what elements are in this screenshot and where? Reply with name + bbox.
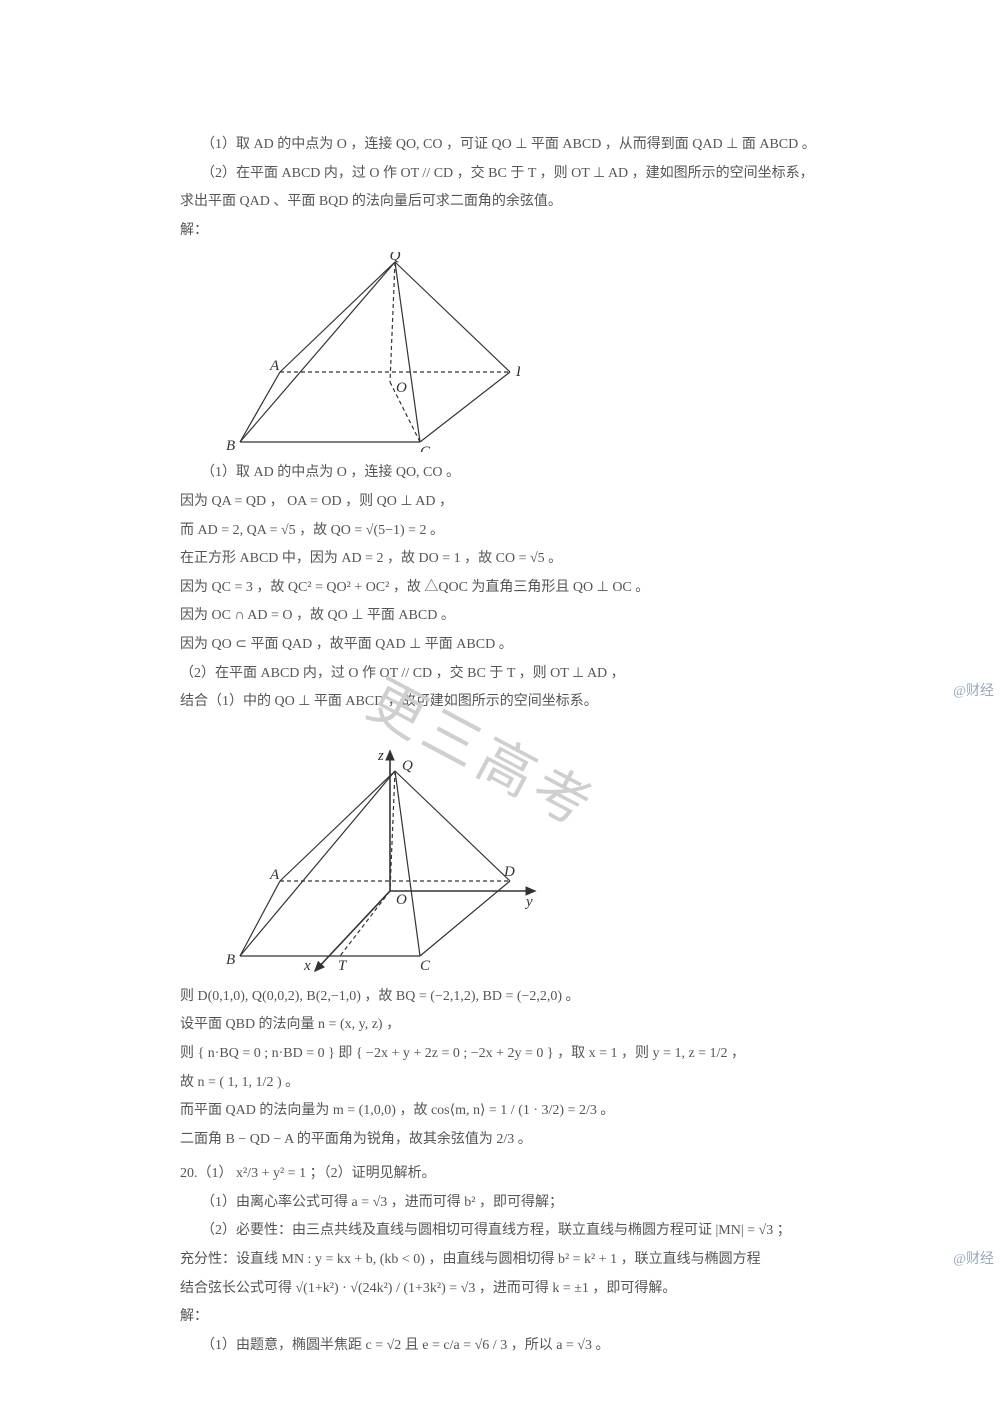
fig1-label-O: O [396, 380, 407, 396]
q20-head: 20.（1） x²/3 + y² = 1 ；（2）证明见解析。 [180, 1161, 820, 1188]
fig2-label-z: z [377, 748, 384, 764]
intro-line-4: 解： [180, 218, 820, 245]
proof2-l1: 则 D(0,1,0), Q(0,0,2), B(2,−1,0) ，故 BQ = … [180, 984, 820, 1011]
proof1-l4: 在正方形 ABCD 中，因为 AD = 2 ，故 DO = 1 ，故 CO = … [180, 546, 820, 573]
intro-line-1: （1）取 AD 的中点为 O ，连接 QO, CO ，可证 QO ⊥ 平面 AB… [180, 132, 820, 159]
proof2-l4: 故 n = ( 1, 1, 1/2 ) 。 [180, 1070, 820, 1097]
fig1-label-C: C [420, 444, 431, 452]
fig1-label-D: D [515, 364, 520, 380]
proof2-l5: 而平面 QAD 的法向量为 m = (1,0,0) ，故 cos⟨m, n⟩ =… [180, 1098, 820, 1125]
proof1-l8: （2）在平面 ABCD 内，过 O 作 OT // CD ，交 BC 于 T ，… [180, 661, 820, 688]
proof1-l7: 因为 QO ⊂ 平面 QAD ，故平面 QAD ⊥ 平面 ABCD 。 [180, 632, 820, 659]
proof1-l1: （1）取 AD 的中点为 O ，连接 QO, CO 。 [180, 460, 820, 487]
side-watermark-1: @财经 [953, 680, 994, 700]
fig2-label-A: A [269, 867, 280, 883]
fig1-label-B: B [226, 438, 235, 452]
q20-l4: 结合弦长公式可得 √(1+k²) · √(24k²) / (1+3k²) = √… [180, 1276, 820, 1303]
proof2-l6: 二面角 B − QD − A 的平面角为锐角，故其余弦值为 2/3 。 [180, 1127, 820, 1154]
proof1-l5: 因为 QC = 3 ，故 QC² = QO² + OC² ，故 △QOC 为直角… [180, 575, 820, 602]
proof2-l3: 则 { n·BQ = 0 ; n·BD = 0 } 即 { −2x + y + … [180, 1041, 820, 1068]
page-content: （1）取 AD 的中点为 O ，连接 QO, CO ，可证 QO ⊥ 平面 AB… [0, 0, 1000, 1401]
figure-pyramid-2: Q A D O B C T z y x [220, 746, 540, 976]
q20-l5: 解： [180, 1304, 820, 1331]
q20-l2: （2）必要性：由三点共线及直线与圆相切可得直线方程，联立直线与椭圆方程可证 |M… [180, 1218, 820, 1245]
proof1-l3: 而 AD = 2, QA = √5 ，故 QO = √(5−1) = 2 。 [180, 518, 820, 545]
intro-line-3: 求出平面 QAD 、平面 BQD 的法向量后可求二面角的余弦值。 [180, 189, 820, 216]
proof1-l6: 因为 OC ∩ AD = O ，故 QO ⊥ 平面 ABCD 。 [180, 603, 820, 630]
fig2-label-Q: Q [402, 758, 413, 774]
fig2-label-D: D [503, 864, 515, 880]
fig2-label-C: C [420, 958, 431, 974]
q20-l3: 充分性：设直线 MN : y = kx + b, (kb < 0) ，由直线与圆… [180, 1247, 820, 1274]
fig1-label-Q: Q [390, 252, 401, 264]
intro-line-2: （2）在平面 ABCD 内，过 O 作 OT // CD ，交 BC 于 T ，… [180, 161, 820, 188]
q20-l1: （1）由离心率公式可得 a = √3 ，进而可得 b² ，即可得解； [180, 1190, 820, 1217]
figure-pyramid-1: Q A D O B C [220, 252, 520, 452]
proof2-l2: 设平面 QBD 的法向量 n = (x, y, z) ， [180, 1012, 820, 1039]
fig2-label-B: B [226, 952, 235, 968]
proof1-l2: 因为 QA = QD ， OA = OD ，则 QO ⊥ AD ， [180, 489, 820, 516]
fig1-label-A: A [269, 358, 280, 374]
fig2-label-y: y [524, 894, 533, 910]
proof1-l9: 结合（1）中的 QO ⊥ 平面 ABCD ，故可建如图所示的空间坐标系。 [180, 689, 820, 716]
fig2-label-x: x [303, 958, 311, 974]
fig2-label-T: T [338, 958, 348, 974]
q20-l6: （1）由题意，椭圆半焦距 c = √2 且 e = c/a = √6 / 3 ，… [180, 1333, 820, 1360]
side-watermark-2: @财经 [953, 1248, 994, 1268]
fig2-label-O: O [396, 892, 407, 908]
